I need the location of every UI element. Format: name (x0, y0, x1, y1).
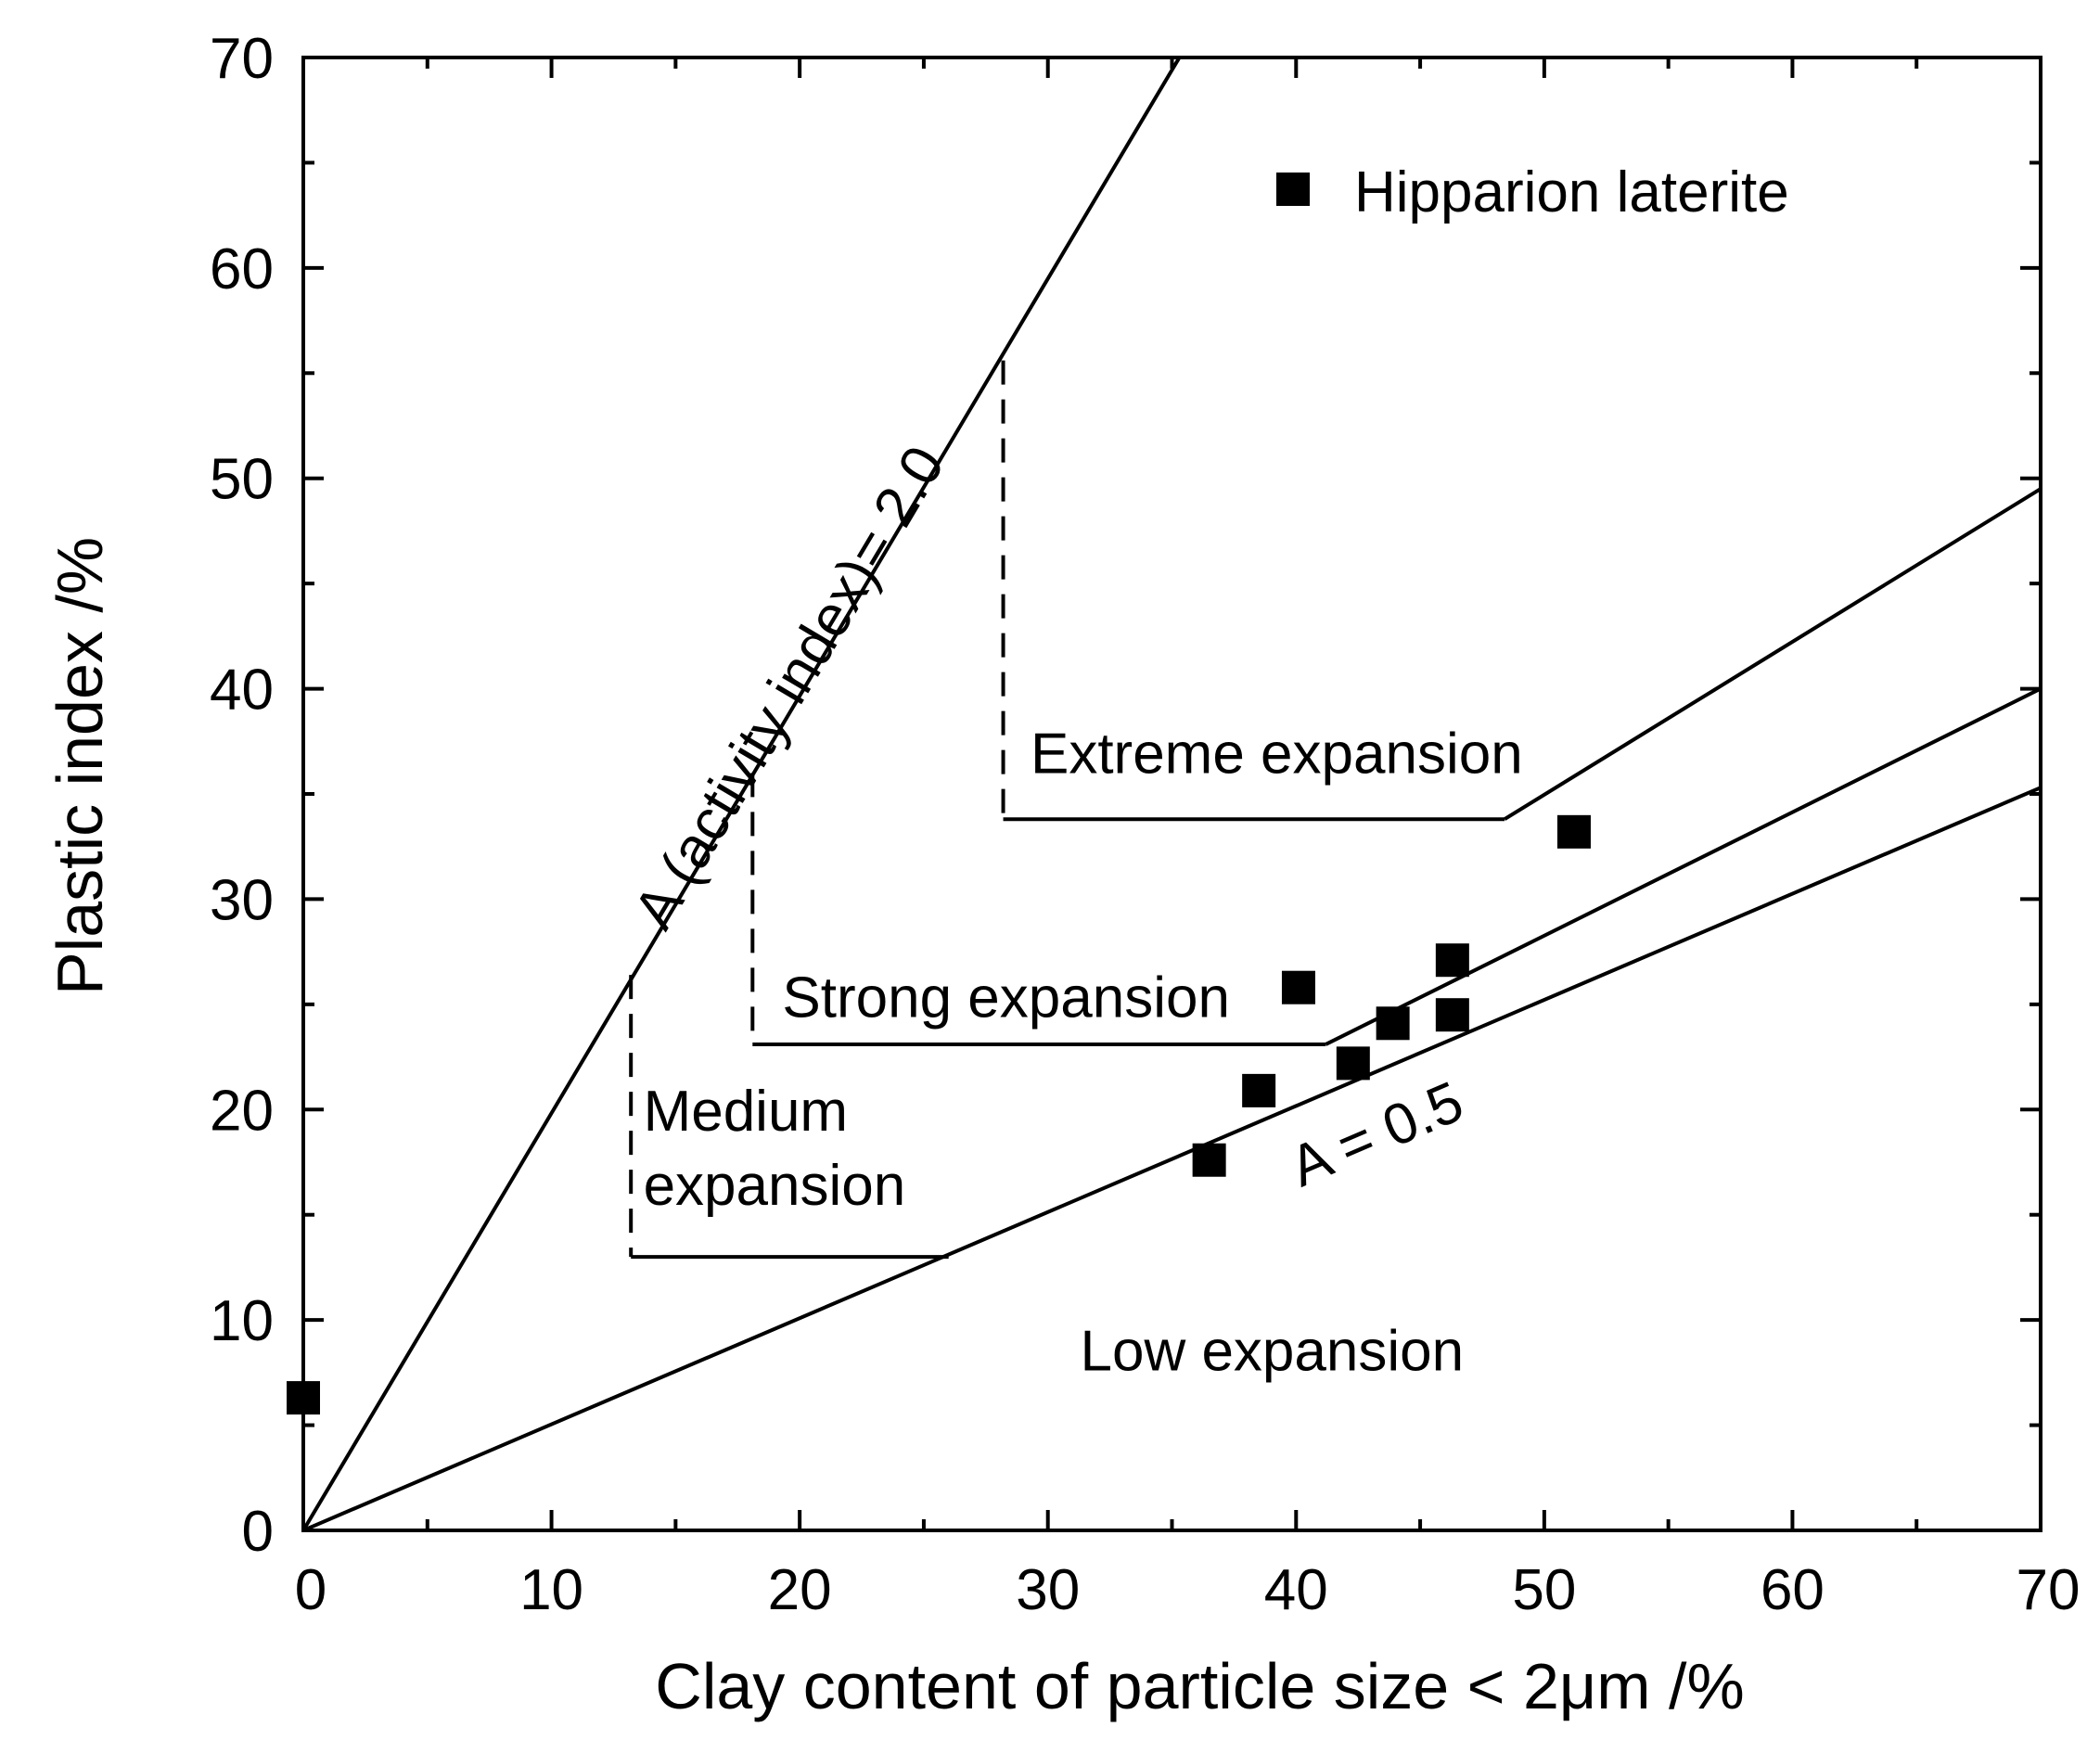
data-point (1376, 1006, 1410, 1041)
y-tick-label: 20 (210, 1079, 274, 1143)
x-tick-label: 20 (768, 1558, 832, 1622)
data-point (1192, 1143, 1226, 1177)
y-tick-label: 70 (210, 27, 274, 91)
activity-0.5-label: A = 0.5 (1281, 1069, 1472, 1199)
x-axis-title: Clay content of particle size < 2μm /% (655, 1650, 1744, 1722)
legend: Hipparion laterite (1276, 160, 1789, 224)
activity-2.0-label: A (activity index)= 2.0 (621, 436, 956, 940)
activity-2.0-line (303, 58, 1182, 1530)
data-points (287, 814, 1591, 1415)
x-tick-labels: 0 10 20 30 40 50 60 70 (295, 1558, 2081, 1622)
y-axis-title: Plastic index /% (44, 537, 116, 995)
region-extreme-expansion: Extreme expansion (1031, 722, 1523, 786)
y-tick-label: 30 (210, 868, 274, 932)
y-tick-labels: 0 10 20 30 40 50 60 70 (210, 27, 274, 1564)
x-tick-label: 30 (1016, 1558, 1080, 1622)
strong-boundary-line (1325, 686, 2041, 1046)
y-tick-label: 0 (242, 1500, 274, 1564)
legend-marker (1276, 173, 1310, 206)
data-point (1242, 1073, 1276, 1107)
y-tick-label: 10 (210, 1289, 274, 1353)
region-labels: Extreme expansion Strong expansion Medium e… (644, 722, 1523, 1383)
region-medium-expansion: Medium expansion (644, 1080, 906, 1218)
data-point (1435, 998, 1469, 1032)
data-point (1556, 814, 1591, 849)
y-tick-label: 40 (210, 659, 274, 723)
region-low-expansion: Low expansion (1080, 1320, 1464, 1384)
x-tick-label: 50 (1512, 1558, 1576, 1622)
axis-ticks (301, 56, 2042, 1532)
x-tick-label: 70 (2017, 1558, 2081, 1622)
activity-0.5-line (303, 786, 2041, 1530)
region-boundaries (629, 360, 1505, 1260)
data-point (1435, 943, 1469, 978)
extreme-boundary-line (1503, 487, 2041, 821)
x-tick-label: 0 (295, 1558, 327, 1622)
plot-frame (301, 56, 2042, 1532)
legend-label: Hipparion laterite (1354, 160, 1789, 224)
x-tick-label: 60 (1761, 1558, 1825, 1622)
data-point (1336, 1046, 1370, 1081)
region-strong-expansion: Strong expansion (782, 966, 1230, 1030)
data-point (1281, 970, 1315, 1004)
y-tick-label: 50 (210, 448, 274, 512)
x-tick-label: 40 (1264, 1558, 1328, 1622)
reference-lines (303, 58, 2041, 1530)
x-tick-label: 10 (519, 1558, 583, 1622)
y-tick-label: 60 (210, 237, 274, 301)
